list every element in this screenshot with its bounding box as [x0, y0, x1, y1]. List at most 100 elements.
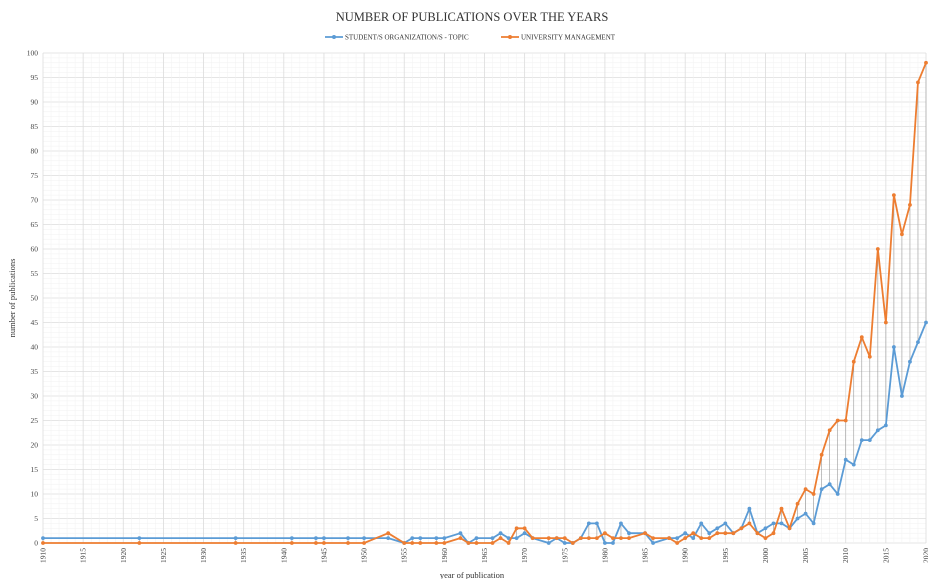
data-point — [908, 203, 912, 207]
data-point — [699, 521, 704, 526]
data-point — [490, 541, 495, 545]
y-tick-label: 15 — [31, 465, 39, 474]
data-point — [819, 452, 824, 457]
data-point — [522, 526, 527, 531]
data-point — [289, 541, 294, 545]
y-tick-label: 5 — [34, 514, 38, 523]
data-point — [514, 526, 519, 531]
data-point — [458, 531, 463, 536]
data-point — [627, 536, 631, 540]
x-tick-label: 1920 — [119, 548, 128, 563]
grid — [42, 52, 927, 544]
data-point — [851, 462, 856, 467]
data-point — [675, 536, 680, 540]
data-point — [883, 423, 888, 428]
data-point — [603, 541, 607, 545]
data-point — [562, 536, 567, 540]
data-point — [603, 531, 607, 536]
data-point — [362, 536, 366, 540]
data-point — [418, 536, 423, 540]
y-tick-label: 20 — [31, 441, 39, 450]
data-point — [875, 247, 880, 251]
y-tick-label: 75 — [31, 171, 39, 180]
x-tick-label: 1925 — [159, 548, 168, 563]
data-point — [578, 536, 583, 540]
x-tick-label: 1915 — [79, 548, 88, 563]
data-point — [442, 541, 447, 545]
y-tick-label: 85 — [31, 122, 39, 131]
data-point — [803, 487, 808, 491]
data-point — [522, 531, 527, 536]
data-point — [747, 521, 752, 526]
legend: STUDENT/S ORGANIZATION/S - TOPIC UNIVERS… — [325, 34, 616, 42]
data-point — [835, 492, 840, 496]
x-tick-label: 2000 — [761, 548, 770, 563]
data-point — [707, 531, 712, 536]
y-tick-label: 65 — [31, 220, 39, 229]
data-point — [514, 536, 519, 540]
data-point — [811, 492, 816, 496]
data-point — [466, 541, 471, 545]
legend-item-management: UNIVERSITY MANAGEMENT — [501, 34, 616, 42]
x-tick-label: 1975 — [560, 548, 569, 563]
data-point — [867, 438, 872, 442]
data-point — [924, 320, 928, 325]
data-point — [795, 501, 800, 506]
y-tick-label: 100 — [27, 49, 39, 58]
data-point — [675, 541, 680, 545]
x-tick-label: 1970 — [520, 548, 529, 563]
data-point — [233, 536, 238, 540]
data-point — [643, 531, 647, 536]
x-tick-label: 1935 — [239, 548, 248, 563]
data-point — [811, 521, 816, 526]
x-tick-label: 1945 — [319, 548, 328, 563]
x-tick-label: 2010 — [841, 548, 850, 563]
y-tick-label: 10 — [31, 490, 39, 499]
data-point — [803, 511, 808, 516]
x-tick-label: 1995 — [721, 548, 730, 563]
data-point — [779, 506, 784, 511]
data-point — [859, 438, 864, 442]
data-point — [843, 457, 848, 462]
data-point — [402, 541, 407, 545]
x-tick-label: 2005 — [801, 548, 810, 563]
data-point — [619, 521, 623, 526]
legend-label-management: UNIVERSITY MANAGEMENT — [521, 34, 616, 42]
x-tick-label: 1940 — [279, 548, 288, 563]
data-point — [418, 541, 423, 545]
x-tick-label: 1990 — [681, 548, 690, 563]
data-point — [891, 193, 896, 198]
x-tick-label: 1910 — [39, 548, 48, 563]
data-point — [715, 526, 720, 531]
y-tick-label: 70 — [31, 196, 39, 205]
data-point — [611, 536, 615, 540]
legend-marker-student — [332, 35, 336, 39]
data-point — [787, 526, 792, 531]
x-tick-label: 1985 — [641, 548, 650, 563]
data-point — [859, 335, 864, 340]
y-axis-ticks: 0 5 10 15 20 25 30 35 40 45 50 55 60 65 70 75 80 85 90 95 10… — [27, 49, 39, 548]
data-point — [795, 516, 800, 521]
data-point — [594, 521, 599, 526]
series-management — [41, 60, 928, 545]
data-point — [498, 531, 503, 536]
y-axis-label: number of publications — [7, 259, 17, 338]
data-point — [41, 541, 45, 545]
data-point — [835, 418, 840, 423]
data-point — [707, 536, 712, 540]
data-point — [875, 428, 880, 433]
y-tick-label: 35 — [31, 367, 39, 376]
data-point — [314, 536, 318, 540]
x-tick-label: 1980 — [600, 548, 609, 563]
x-tick-label: 2020 — [922, 548, 928, 563]
y-tick-label: 60 — [31, 245, 39, 254]
data-point — [386, 536, 391, 540]
x-axis-ticks: 1910 1915 1920 1925 1930 1935 1940 1945 1950 1955… — [39, 548, 928, 563]
data-point — [530, 536, 535, 540]
data-point — [233, 541, 238, 545]
data-point — [611, 541, 615, 545]
data-point — [554, 536, 559, 540]
data-point — [908, 359, 912, 364]
data-point — [916, 80, 920, 85]
data-point — [739, 526, 744, 531]
